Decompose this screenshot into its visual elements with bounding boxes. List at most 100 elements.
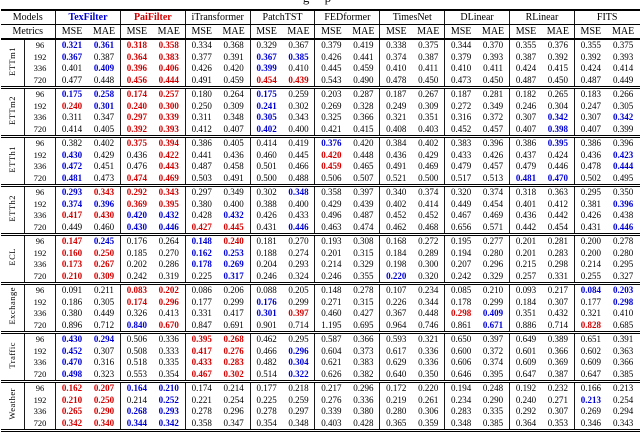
horizon-label: 336 [24, 161, 56, 173]
mae-value: 0.250 [93, 394, 115, 405]
mse-value: 0.514 [249, 368, 283, 382]
mae-value: 0.432 [547, 308, 569, 318]
mse-value: 0.326 [119, 308, 153, 320]
mae-value: 0.412 [547, 198, 569, 209]
mae-value: 0.446 [158, 221, 179, 232]
horizon-label: 720 [24, 74, 56, 88]
mse-value: 0.460 [314, 308, 348, 320]
mse-value: 0.246 [249, 270, 283, 284]
mse-value: 0.470 [55, 357, 88, 369]
mse-value: 0.387 [509, 51, 542, 63]
mae-value: 0.287 [347, 86, 380, 101]
mse-value: 0.901 [249, 319, 283, 333]
mse-value: 0.441 [184, 149, 218, 161]
mae-value: 0.304 [288, 357, 309, 367]
mae-value: 0.457 [482, 123, 504, 134]
mse-value: 0.367 [55, 51, 88, 63]
mse-value: 0.421 [314, 123, 348, 137]
dataset-label-ettm1: ETTm1 [1, 39, 25, 88]
mae-value: 0.264 [217, 86, 251, 101]
horizon-label: 192 [24, 345, 56, 357]
mae-value: 0.344 [418, 296, 439, 307]
mae-value: 0.427 [353, 308, 374, 318]
mse-value: 0.272 [444, 100, 478, 112]
mse-value: 0.085 [444, 282, 478, 297]
mae-value: 0.466 [288, 161, 309, 171]
mse-value: 0.452 [379, 210, 413, 222]
mse-value: 0.176 [249, 296, 283, 308]
mse-value: 0.487 [509, 74, 542, 88]
mae-value: 0.309 [93, 270, 115, 281]
mse-value: 0.602 [573, 345, 607, 357]
mae-value: 0.296 [347, 380, 380, 395]
horizon-label: 720 [24, 368, 56, 382]
mae-value: 0.474 [353, 221, 374, 232]
mae-value: 0.454 [547, 221, 569, 232]
table-row-ettm1-336: 336 0.401 0.409 0.396 0.406 0.426 0.420 0.399 0.… [1, 63, 640, 75]
mse-value: 0.431 [573, 221, 607, 235]
mse-value: 0.417 [55, 210, 88, 222]
mse-value: 0.380 [55, 308, 88, 320]
mae-value: 0.253 [223, 247, 244, 258]
mae-value: 0.391 [223, 51, 244, 62]
mae-value: 0.382 [353, 368, 374, 379]
mse-value: 0.175 [55, 86, 88, 101]
mse-value: 0.431 [249, 221, 283, 235]
mse-value: 0.178 [184, 259, 218, 271]
models-corner-label: Models [0, 9, 56, 25]
mae-value: 0.405 [217, 135, 251, 150]
dataset-label-etth2: ETTh2 [0, 184, 25, 235]
table-row-etth2-336: 336 0.417 0.430 0.420 0.432 0.428 0.432 0.426 0.… [1, 210, 640, 222]
mse-value: 0.399 [249, 63, 283, 75]
mse-value: 0.240 [55, 100, 88, 112]
mse-value: 0.896 [55, 319, 88, 333]
mae-value: 0.213 [606, 380, 640, 395]
dataset-label-text: ETTh2 [7, 194, 18, 222]
metric-header-mse: MSE [379, 24, 413, 40]
mse-value: 0.430 [119, 221, 153, 235]
mae-value: 0.450 [418, 74, 439, 85]
mse-value: 0.445 [314, 63, 348, 75]
mae-value: 0.317 [223, 270, 244, 281]
mse-value: 0.364 [119, 51, 153, 63]
mse-value: 0.194 [444, 380, 478, 395]
mse-value: 0.617 [379, 345, 413, 357]
dataset-label-text: Traffic [7, 341, 18, 369]
table-row-traffic-192: 192 0.452 0.307 0.508 0.333 0.417 0.276 0.466 0.… [1, 345, 640, 357]
mae-value: 0.366 [547, 345, 569, 356]
table-row-ecl-96: ECL 96 0.147 0.245 0.176 0.264 0.148 0.240 0.181… [0, 233, 640, 284]
mse-value: 0.193 [314, 233, 348, 248]
model-header-fits: FITS [573, 9, 640, 25]
mse-value: 0.186 [55, 296, 88, 308]
mse-value: 0.221 [184, 394, 218, 406]
mse-value: 0.195 [444, 233, 478, 248]
mae-value: 0.359 [418, 417, 439, 428]
mae-value: 0.261 [418, 394, 439, 405]
mse-value: 0.396 [119, 63, 153, 75]
mae-value: 0.202 [152, 282, 186, 297]
mse-value: 0.355 [573, 39, 607, 52]
dataset-label-text: ETTm1 [7, 46, 18, 76]
mse-value: 0.414 [55, 123, 88, 137]
mse-value: 0.456 [119, 74, 153, 88]
mse-value: 0.210 [55, 394, 88, 406]
mse-value: 0.886 [509, 319, 542, 333]
mse-value: 0.479 [444, 161, 478, 173]
mae-value: 0.296 [288, 345, 309, 356]
mae-value: 0.407 [223, 123, 244, 134]
mse-value: 0.225 [184, 270, 218, 284]
mae-value: 0.429 [93, 149, 115, 160]
mae-value: 0.442 [547, 210, 569, 220]
horizon-label: 336 [24, 259, 56, 271]
mse-value: 0.367 [379, 308, 413, 320]
mse-value: 0.339 [314, 406, 348, 418]
mse-value: 0.401 [55, 63, 88, 75]
mae-value: 0.460 [93, 221, 115, 232]
mae-value: 0.428 [353, 417, 374, 428]
mse-value: 0.426 [249, 210, 283, 222]
mse-value: 0.242 [444, 270, 478, 284]
mse-value: 0.257 [509, 270, 542, 284]
table-row-ettm1-96: ETTm1 96 0.321 0.361 0.318 0.358 0.334 0.368 0.3… [1, 39, 640, 76]
mse-value: 0.355 [509, 39, 542, 52]
mae-value: 0.278 [606, 233, 640, 248]
